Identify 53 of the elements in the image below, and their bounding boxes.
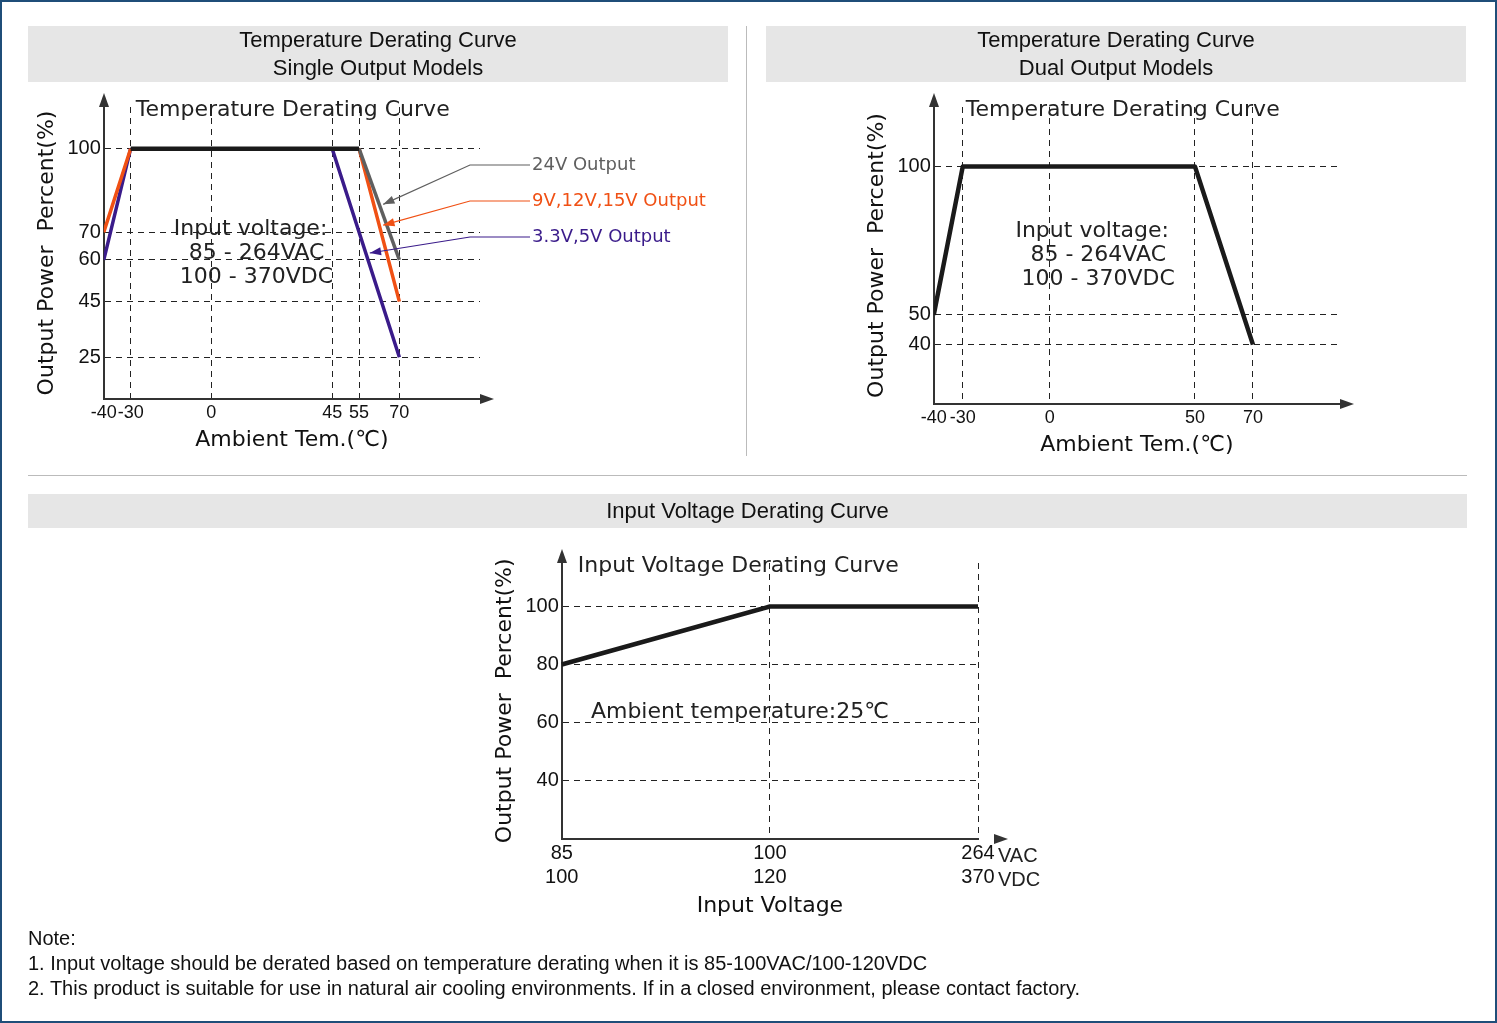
chart-title: Temperature Derating Curve bbox=[976, 26, 1256, 54]
x-tick-label: 45 bbox=[322, 401, 343, 422]
y-tick-label: 60 bbox=[78, 247, 101, 270]
y-tick-label: 100 bbox=[67, 136, 101, 159]
annotation: Temperature Derating Curve bbox=[134, 95, 450, 121]
y-tick-label: 50 bbox=[908, 302, 931, 325]
text: 9V,12V,15V Output bbox=[532, 188, 706, 210]
x-tick-label: 85 100 bbox=[545, 841, 579, 888]
annotation: Ambient temperature:25℃ bbox=[590, 697, 889, 723]
x-tick-label: 100 120 bbox=[753, 841, 787, 888]
annotation: 85 - 264VAC bbox=[188, 238, 325, 264]
annotation: 85 - 264VAC bbox=[1030, 240, 1166, 266]
y-tick-label: 70 bbox=[78, 219, 101, 242]
x-tick-label: 264 370 bbox=[961, 841, 995, 888]
x-tick-label: -40 bbox=[90, 401, 117, 422]
chart-title: Temperature Derating Curve bbox=[238, 26, 518, 54]
annotation: 100 - 370VDC bbox=[179, 262, 334, 288]
x-axis-title: Input Voltage bbox=[696, 891, 844, 917]
y-tick-label: 100 bbox=[525, 594, 559, 617]
x-tick-label: 70 bbox=[389, 401, 410, 422]
y-tick-label: 100 bbox=[897, 153, 931, 176]
text: 1. Input voltage should be derated based on temperature derating when it is 85-100VAC/100-120VDC bbox=[28, 951, 929, 976]
annotation: 100 - 370VDC bbox=[1021, 264, 1175, 290]
annotation: Input Voltage Derating Curve bbox=[577, 551, 899, 577]
chart-subtitle: Dual Output Models bbox=[1017, 54, 1215, 82]
annotation: Temperature Derating Curve bbox=[964, 95, 1280, 121]
y-tick-label: 45 bbox=[78, 289, 101, 312]
chart-title: Input Voltage Derating Curve bbox=[28, 494, 1467, 528]
text: Note: bbox=[28, 926, 77, 951]
x-tick-label: 50 bbox=[1184, 406, 1205, 427]
x-tick-label: 70 bbox=[1242, 406, 1263, 427]
y-tick-label: 25 bbox=[78, 344, 101, 367]
y-axis-title: Output Power Percent(%) bbox=[490, 558, 516, 844]
y-tick-label: 40 bbox=[536, 768, 559, 791]
x-tick-label: 0 bbox=[1044, 406, 1055, 427]
x-tick-label: -40 bbox=[920, 406, 947, 427]
text: 3.3V,5V Output bbox=[532, 224, 671, 246]
y-tick-label: 60 bbox=[536, 710, 559, 733]
x-tick-label: -30 bbox=[117, 401, 144, 422]
text: 2. This product is suitable for use in natural air cooling environments. If in a closed environment, please contact factory. bbox=[28, 976, 1081, 1001]
y-axis-title: Output Power Percent(%) bbox=[32, 110, 58, 396]
x-axis-title: Ambient Tem.(℃) bbox=[195, 425, 389, 451]
y-axis-title: Output Power Percent(%) bbox=[862, 113, 888, 398]
chart-subtitle: Single Output Models bbox=[271, 54, 485, 82]
y-tick-label: 40 bbox=[908, 332, 931, 355]
y-tick-label: 80 bbox=[536, 652, 559, 675]
x-tick-label: -30 bbox=[949, 406, 976, 427]
text: VAC VDC bbox=[998, 844, 1041, 891]
annotation: Input voltage: bbox=[1015, 216, 1169, 242]
x-tick-label: 55 bbox=[349, 401, 370, 422]
x-tick-label: 0 bbox=[206, 401, 217, 422]
text: 24V Output bbox=[532, 152, 636, 174]
x-axis-title: Ambient Tem.(℃) bbox=[1040, 430, 1234, 456]
